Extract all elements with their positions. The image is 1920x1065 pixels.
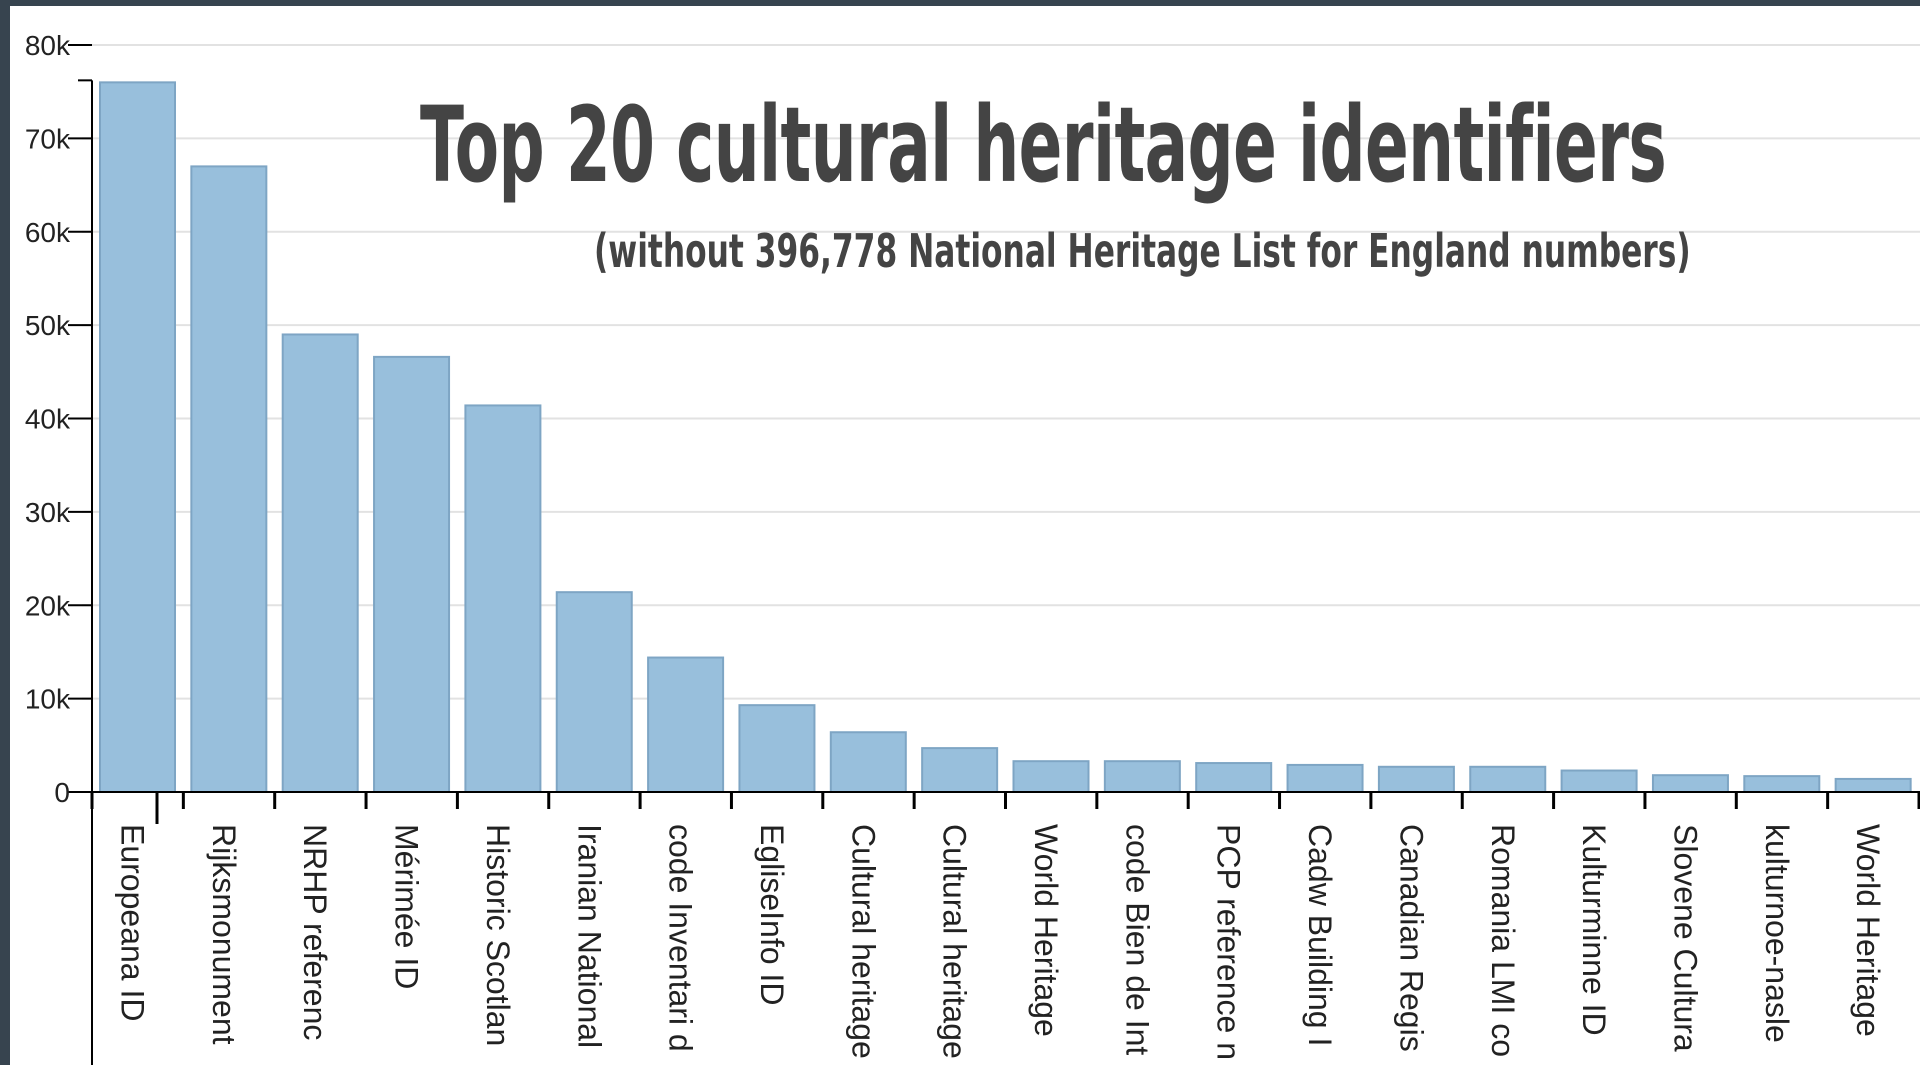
bar: [281, 333, 359, 793]
y-tick-label: 20k: [25, 590, 71, 621]
bar-chart: 0 10k 20k 30k 40k 50k 60k 70k 80k Europeana ID Ri…: [25, 30, 1920, 1065]
x-tick-label: EgliseInfo ID: [754, 824, 790, 1005]
x-axis: Europeana ID Rijksmonument NRHP referenc Mé…: [72, 791, 1920, 1065]
x-tick-label: code Inventari d: [663, 824, 699, 1052]
y-tick-label: 0: [54, 777, 70, 808]
x-tick-label: Iranian National: [571, 824, 607, 1048]
y-tick-label: 60k: [25, 217, 71, 248]
slide-frame: 0 10k 20k 30k 40k 50k 60k 70k 80k Europeana ID Ri…: [10, 6, 1920, 1065]
bar: [1286, 763, 1364, 794]
bar: [1469, 765, 1547, 794]
bars: [99, 81, 1912, 794]
bar: [1377, 765, 1455, 794]
x-tick-label: code Bien de Int: [1119, 824, 1155, 1055]
x-tick-label: Slovene Cultura: [1667, 824, 1703, 1052]
x-tick-label: NRHP referenc: [297, 824, 333, 1040]
bar: [1195, 762, 1273, 794]
x-tick-label: Rijksmonument: [206, 824, 242, 1045]
bar: [99, 81, 176, 794]
y-tick-label: 70k: [25, 123, 71, 154]
bar: [1560, 769, 1638, 793]
x-tick-label: Cultural heritage: [845, 824, 881, 1059]
x-tick-label: Romania LMI co: [1485, 824, 1521, 1057]
x-tick-label: Mérimée ID: [389, 824, 425, 989]
bar: [190, 165, 268, 793]
chart-title: Top 20 cultural heritage identifiers: [420, 84, 1667, 206]
bar: [921, 747, 999, 794]
y-tick-label: 30k: [25, 497, 71, 528]
bar: [738, 704, 816, 794]
chart-subtitle: (without 396,778 National Heritage List …: [594, 224, 1691, 278]
bar: [647, 656, 725, 793]
y-axis: 0 10k 20k 30k 40k 50k 60k 70k 80k: [25, 30, 93, 808]
bar: [555, 591, 633, 793]
x-tick-label: Historic Scotlan: [480, 824, 516, 1046]
bar: [1103, 760, 1181, 794]
bar: [1743, 775, 1821, 793]
x-tick-label: World Heritage: [1850, 824, 1886, 1037]
y-tick-label: 50k: [25, 310, 71, 341]
bar: [464, 404, 542, 793]
bar: [1012, 760, 1090, 794]
x-tick-label: World Heritage: [1028, 824, 1064, 1037]
x-tick-label: Europeana ID: [115, 824, 151, 1021]
x-tick-label: Kulturminne ID: [1576, 824, 1612, 1036]
y-tick-label: 10k: [25, 684, 71, 715]
x-tick-label: PCP reference n: [1211, 824, 1247, 1060]
bar: [829, 731, 907, 793]
y-tick-label: 40k: [25, 404, 71, 435]
x-tick-label: kulturnoe-nasle: [1759, 824, 1795, 1043]
bar: [1651, 774, 1729, 794]
y-tick-label: 80k: [25, 30, 71, 61]
x-tick-label: Canadian Regis: [1393, 824, 1429, 1052]
bar: [373, 355, 451, 793]
bar: [1834, 777, 1912, 793]
x-tick-label: Cultural heritage: [937, 824, 973, 1059]
x-tick-label: Cadw Building I: [1302, 824, 1338, 1046]
